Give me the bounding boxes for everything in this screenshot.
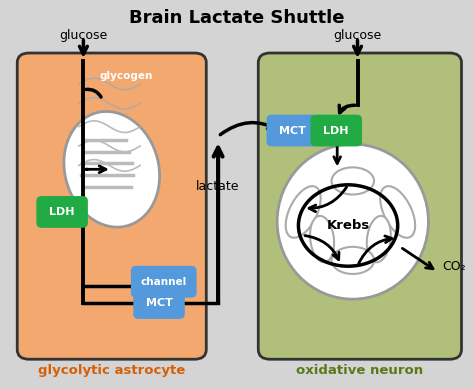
Ellipse shape [277,144,428,299]
FancyArrowPatch shape [86,169,87,170]
FancyArrowPatch shape [339,105,355,113]
Text: glucose: glucose [59,29,108,42]
FancyArrowPatch shape [220,122,276,135]
Text: glycogen: glycogen [99,71,153,81]
FancyArrowPatch shape [309,187,346,212]
Text: Krebs: Krebs [327,219,370,232]
Text: glucose: glucose [333,29,382,42]
FancyArrowPatch shape [305,236,339,259]
Ellipse shape [331,167,374,194]
FancyBboxPatch shape [17,53,206,359]
Text: MCT: MCT [146,298,173,308]
Text: LDH: LDH [49,207,75,217]
FancyBboxPatch shape [133,287,185,319]
FancyBboxPatch shape [310,115,362,146]
FancyBboxPatch shape [258,53,462,359]
Text: MCT: MCT [279,126,306,135]
FancyArrowPatch shape [86,89,101,97]
Text: lactate: lactate [196,180,240,193]
Ellipse shape [310,216,334,262]
Ellipse shape [331,247,374,274]
FancyBboxPatch shape [266,115,318,146]
Ellipse shape [64,112,160,227]
FancyArrowPatch shape [359,236,392,263]
FancyBboxPatch shape [36,196,88,228]
Text: glycolytic astrocyte: glycolytic astrocyte [38,364,185,377]
FancyBboxPatch shape [131,266,197,298]
Ellipse shape [286,186,320,238]
Ellipse shape [367,216,391,262]
Text: CO₂: CO₂ [443,260,466,273]
Ellipse shape [380,186,415,238]
Text: Brain Lactate Shuttle: Brain Lactate Shuttle [129,9,345,27]
Text: oxidative neuron: oxidative neuron [296,364,423,377]
Text: LDH: LDH [323,126,349,135]
Text: channel: channel [141,277,187,287]
